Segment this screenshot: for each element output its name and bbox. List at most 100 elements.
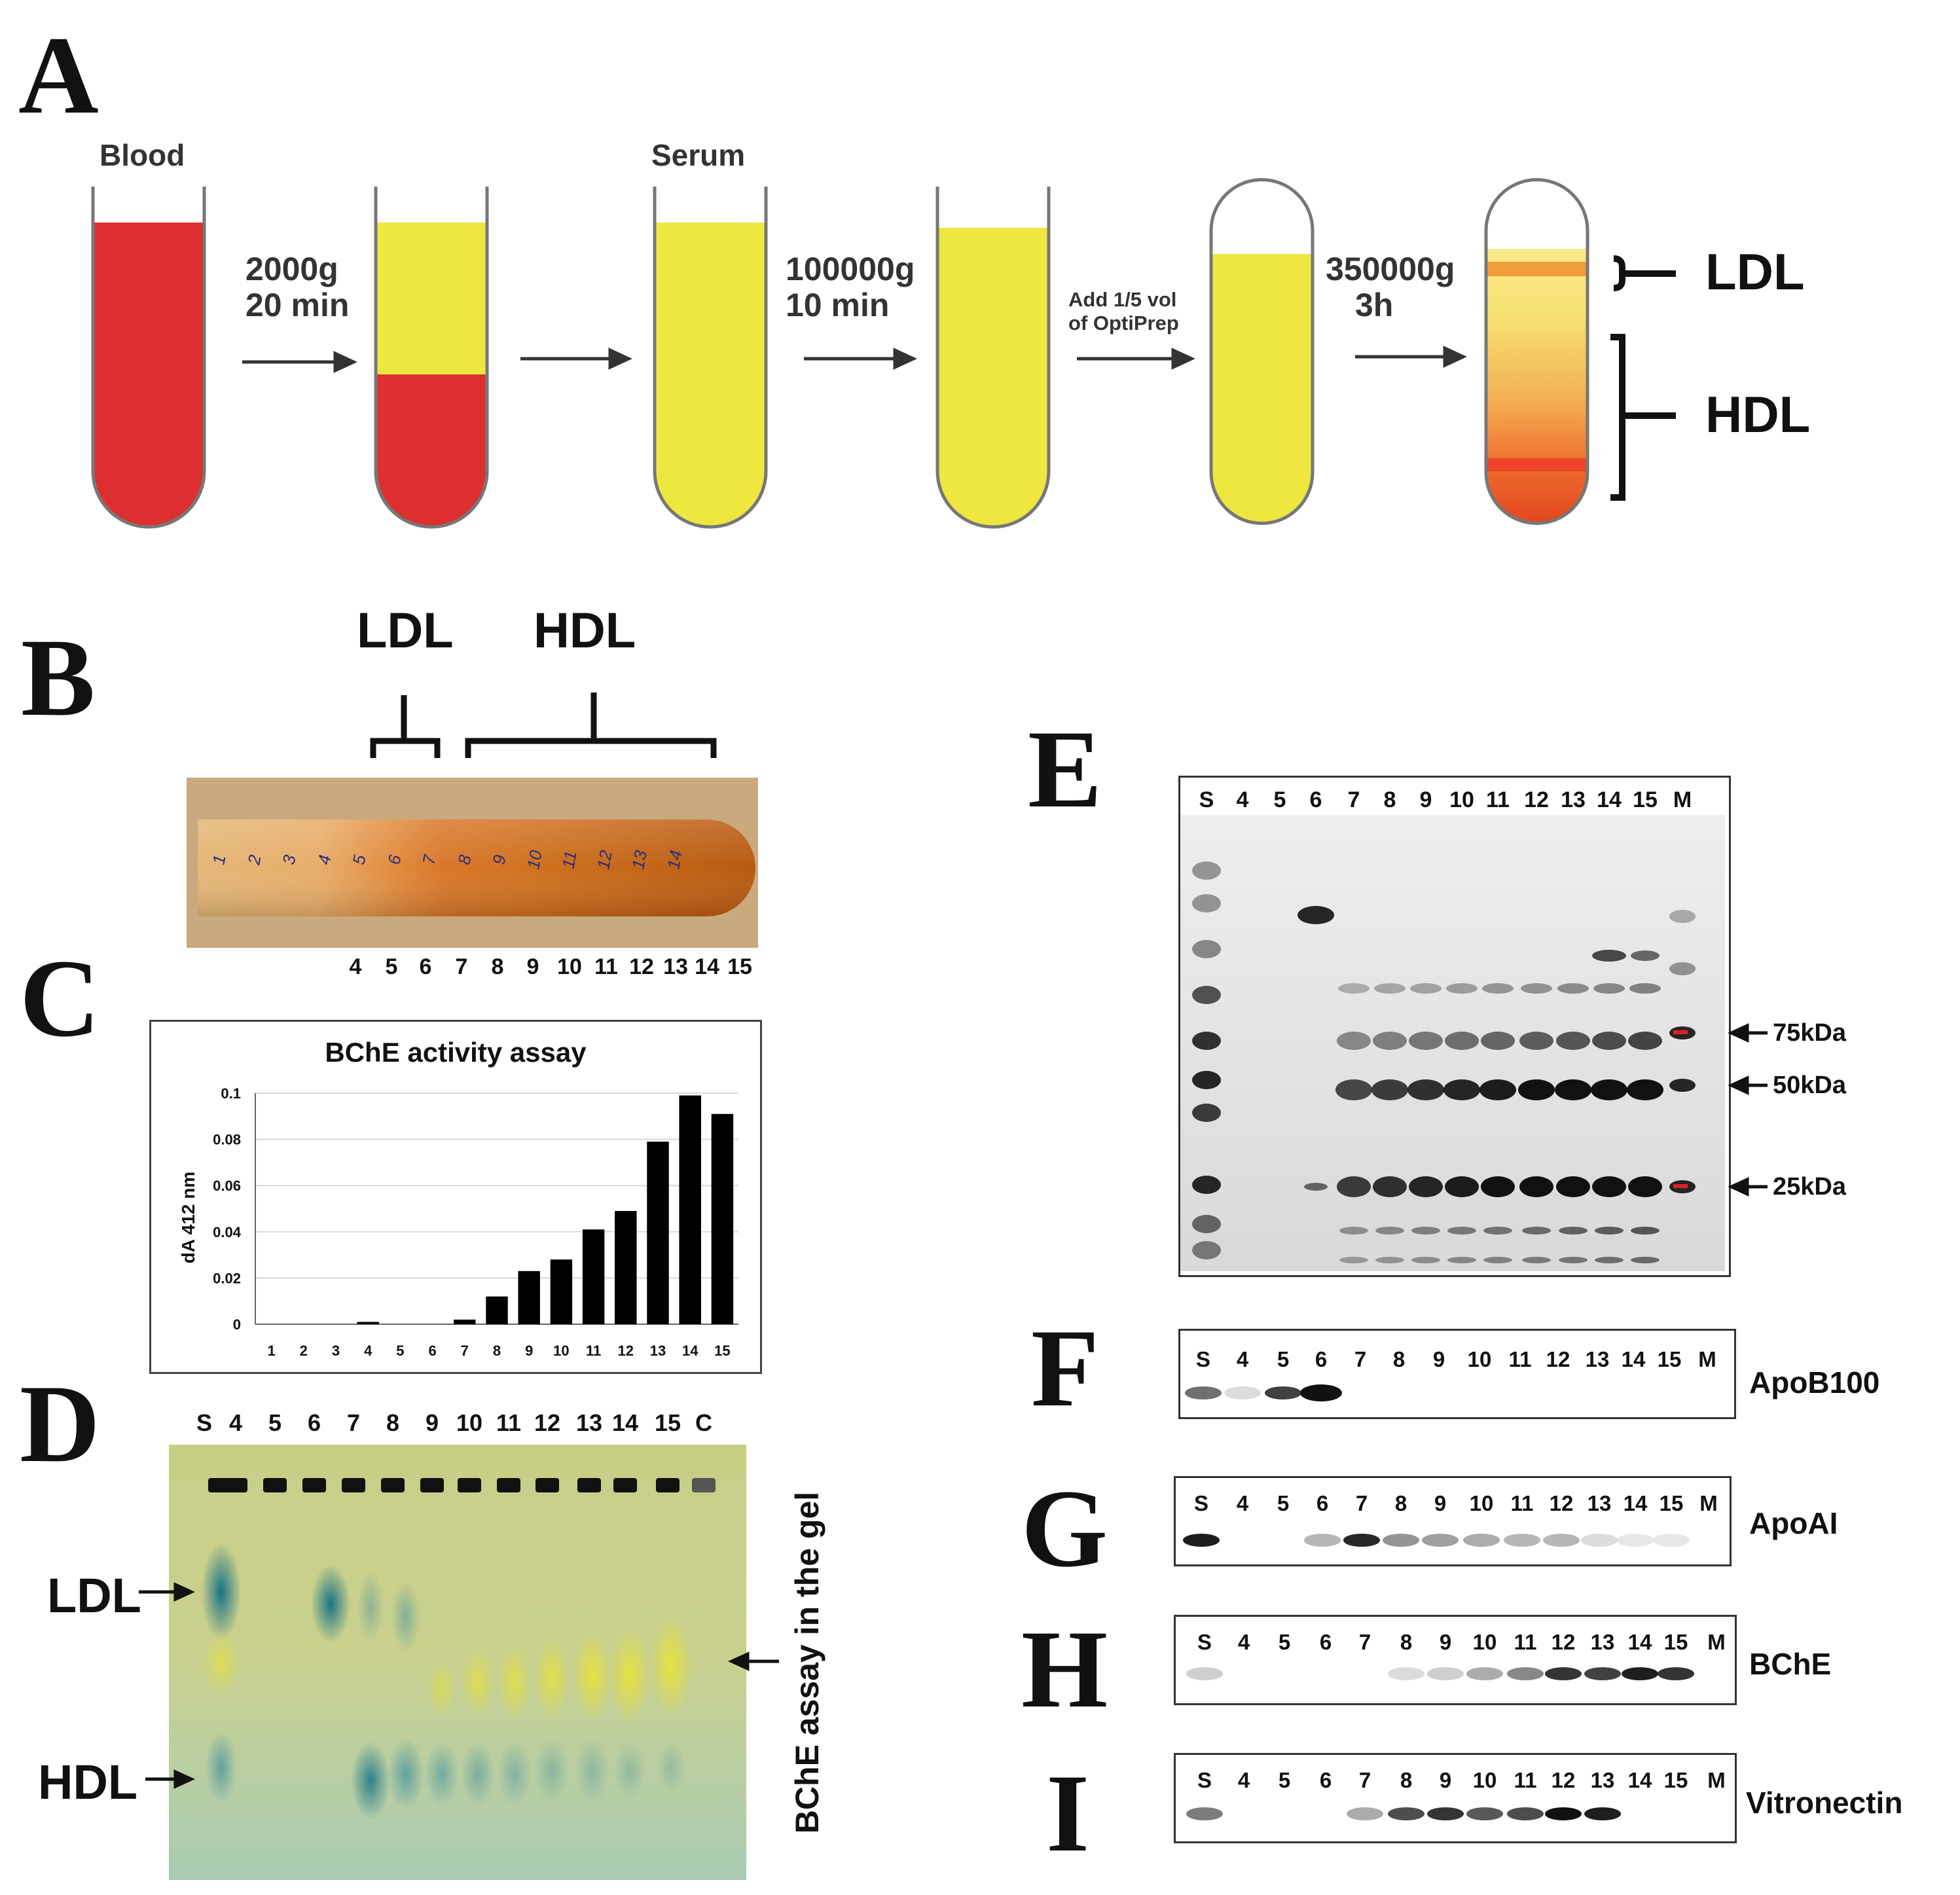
blot-f-lane-9: 9 <box>1432 1347 1445 1371</box>
gel-e-lane-8: 8 <box>1383 787 1396 812</box>
gel-e-lane-4: 4 <box>1236 787 1249 812</box>
blot-h-lane-8: 8 <box>1400 1630 1413 1654</box>
gel-well <box>613 1478 637 1492</box>
bar-10 <box>550 1259 573 1324</box>
panel-letter-e: E <box>1028 708 1102 831</box>
blot-h-lane-S: S <box>1197 1630 1212 1654</box>
bar-7 <box>454 1319 476 1324</box>
x-tick-label: 14 <box>682 1343 699 1359</box>
gel-e-band-low <box>1339 1227 1368 1235</box>
panel-a-tubes <box>91 178 1676 529</box>
gel-d-arrows <box>139 1582 779 1789</box>
blot-h-band-14 <box>1622 1667 1658 1680</box>
gel-e-band-50 <box>1518 1079 1555 1100</box>
gel-e-band-apob <box>1298 906 1334 924</box>
label-step3-line2: of OptiPrep <box>1068 312 1179 334</box>
tube-serum <box>653 187 768 529</box>
gel-d-lane-8: 8 <box>386 1409 400 1436</box>
gel-e-lane-12: 12 <box>1524 787 1549 812</box>
blot-h-lane-9: 9 <box>1439 1630 1452 1654</box>
gel-e-band-75 <box>1592 1032 1626 1050</box>
panel-letter-h: H <box>1021 1608 1108 1731</box>
gel-e-band-marker <box>1669 1079 1696 1092</box>
y-tick-label: 0.1 <box>221 1085 241 1102</box>
x-tick-label: 6 <box>428 1343 436 1359</box>
blot-g-lane-8: 8 <box>1394 1491 1407 1515</box>
gel-e-band-low <box>1595 1227 1624 1235</box>
tube-optiprep <box>1209 178 1315 525</box>
marker-50kda: 50kDa <box>1773 1072 1846 1099</box>
tube-gradient <box>1484 178 1589 525</box>
label-step3-line1: Add 1/5 vol <box>1068 288 1177 311</box>
gel-e-band-s <box>1192 1071 1221 1089</box>
gel-e-band-s <box>1192 1104 1221 1122</box>
y-tick-label: 0.08 <box>213 1132 241 1148</box>
blot-h-lane-4: 4 <box>1237 1630 1250 1654</box>
blot-g-band-12 <box>1543 1534 1580 1547</box>
gel-e-band-marker <box>1669 962 1696 975</box>
blot-i-band-10 <box>1466 1807 1503 1820</box>
gel-e-band-50 <box>1591 1079 1627 1100</box>
fraction-number-8: 8 <box>491 954 504 979</box>
fraction-number-13: 13 <box>663 954 688 979</box>
blot-h-lane-6: 6 <box>1319 1630 1332 1654</box>
gel-e-band-bottom <box>1411 1257 1440 1263</box>
y-tick-label: 0 <box>233 1316 241 1333</box>
gel-d-lane-C: C <box>695 1409 712 1436</box>
blot-i-lane-4: 4 <box>1237 1768 1250 1792</box>
fraction-number-4: 4 <box>349 954 362 979</box>
bar-12 <box>615 1211 637 1324</box>
x-tick-label: 7 <box>461 1343 469 1359</box>
tube-blood <box>91 187 206 529</box>
blot-h-band-11 <box>1507 1667 1544 1680</box>
blot-f-protein: ApoB100 <box>1749 1365 1880 1399</box>
blot-g-band-10 <box>1463 1534 1500 1547</box>
gel-e-band-low <box>1447 1227 1476 1235</box>
blot-f-lane-15: 15 <box>1657 1347 1682 1371</box>
blot-i-lane-8: 8 <box>1400 1768 1413 1792</box>
gel-e-band-s <box>1192 1241 1221 1259</box>
label-blood: Blood <box>100 138 185 172</box>
gel-e-band-bottom <box>1522 1257 1551 1263</box>
blot-f-lane-M: M <box>1698 1347 1716 1371</box>
gel-e-band-50 <box>1555 1079 1591 1100</box>
blot-i-lane-7: 7 <box>1358 1768 1371 1792</box>
panel-letter-d: D <box>20 1362 100 1485</box>
y-tick-label: 0.04 <box>213 1224 242 1240</box>
gel-e-band-50 <box>1443 1079 1480 1100</box>
tube-cleared-serum <box>935 187 1051 529</box>
gel-e-band-50 <box>1335 1079 1372 1100</box>
gel-e-band-25 <box>1337 1176 1371 1197</box>
blot-i-band-11 <box>1507 1807 1544 1820</box>
gel-well <box>497 1478 520 1492</box>
gel-e-band-25 <box>1445 1176 1479 1197</box>
gel-e-lane-S: S <box>1199 787 1214 812</box>
blot-g-band-8 <box>1383 1534 1419 1547</box>
blot-i-band-8 <box>1388 1807 1425 1820</box>
blot-f-lane-8: 8 <box>1392 1347 1406 1371</box>
gel-e-band-bottom <box>1375 1257 1404 1263</box>
gel-e-band-25 <box>1304 1183 1328 1191</box>
blot-g-band-6 <box>1304 1534 1341 1547</box>
blot-f-lane-12: 12 <box>1546 1347 1570 1371</box>
gel-e-band-s <box>1192 940 1221 958</box>
blot-g-protein: ApoAI <box>1749 1506 1838 1540</box>
x-tick-label: 1 <box>267 1343 275 1359</box>
blot-g-band-11 <box>1504 1534 1540 1547</box>
gel-d-lane-7: 7 <box>346 1409 361 1436</box>
blot-g-band-S <box>1183 1534 1220 1547</box>
blot-g-lane-10: 10 <box>1469 1491 1494 1515</box>
blot-i-lane-10: 10 <box>1472 1768 1497 1792</box>
gel-d-lane-13: 13 <box>575 1409 603 1436</box>
label-step4-force: 350000g <box>1326 251 1455 287</box>
blot-h-band-12 <box>1545 1667 1582 1680</box>
panel-letter-f: F <box>1031 1307 1099 1430</box>
marker-25kda: 25kDa <box>1773 1173 1846 1200</box>
label-step1-time: 20 min <box>245 287 350 323</box>
gel-well <box>577 1478 601 1492</box>
fraction-number-11: 11 <box>594 954 618 979</box>
gel-well <box>692 1478 716 1492</box>
gel-e-band-mid <box>1557 983 1589 994</box>
panel-letter-b: B <box>21 616 96 739</box>
